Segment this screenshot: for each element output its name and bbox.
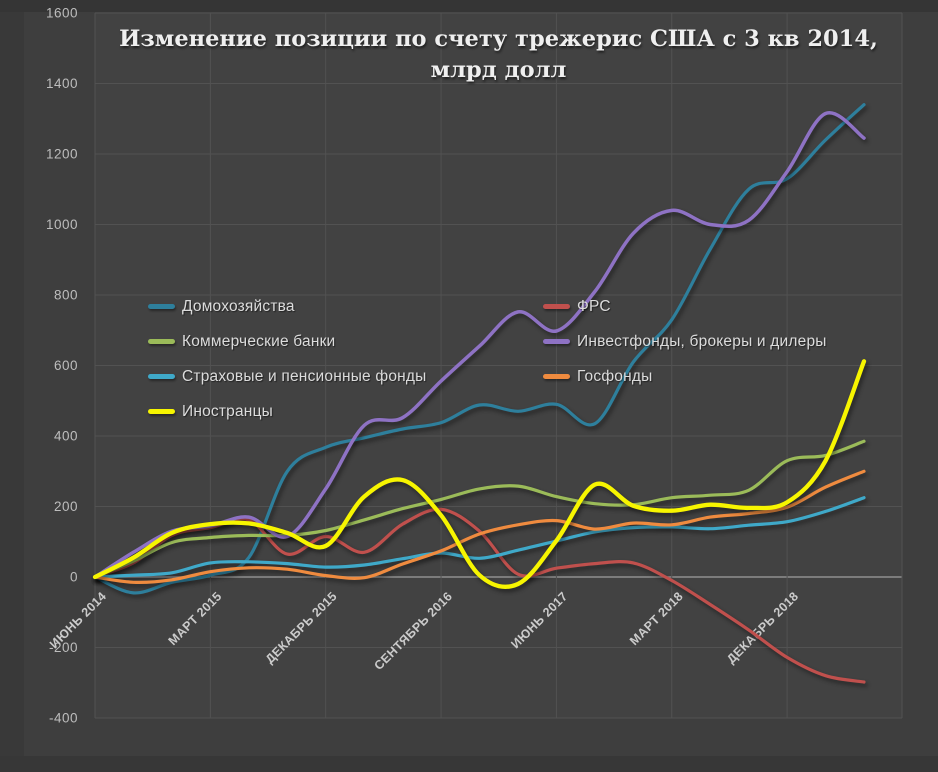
legend-item-commercial-banks[interactable]: Коммерческие банки <box>148 330 427 353</box>
legend-label-households: Домохозяйства <box>182 297 295 315</box>
window-bottom-edge <box>0 756 938 772</box>
series-line-0[interactable] <box>93 103 866 595</box>
y-axis-tick-label: -200 <box>49 640 78 655</box>
series-line-4[interactable] <box>93 496 866 579</box>
legend-item-foreigners[interactable]: Иностранцы <box>148 400 427 423</box>
legend-swatch-households <box>148 304 175 309</box>
legend-item-state-funds[interactable]: Госфонды <box>543 365 827 388</box>
window-top-edge <box>0 0 938 12</box>
legend-item-investment-funds-brokers-dealers[interactable]: Инвестфонды, брокеры и дилеры <box>543 330 827 353</box>
legend-label-commercial-banks: Коммерческие банки <box>182 332 336 350</box>
legend-swatch-foreigners <box>148 409 175 414</box>
legend-swatch-state-funds <box>543 374 570 379</box>
y-axis-tick-label: 400 <box>54 429 78 444</box>
y-axis-tick-label: 0 <box>70 570 78 585</box>
legend-column-left: Домохозяйства Коммерческие банки Страхов… <box>148 295 427 435</box>
chart-title-line-1: Изменение позиции по счету трежерис США … <box>119 26 878 52</box>
legend-swatch-fed <box>543 304 570 309</box>
y-axis-tick-label: 800 <box>54 288 78 303</box>
legend-swatch-insurance-pension-funds <box>148 374 175 379</box>
legend-label-insurance-pension-funds: Страховые и пенсионные фонды <box>182 367 427 385</box>
legend-swatch-commercial-banks <box>148 339 175 344</box>
y-axis-tick-label: 1200 <box>46 147 78 162</box>
series-line-6[interactable] <box>92 359 867 589</box>
legend-item-households[interactable]: Домохозяйства <box>148 295 427 318</box>
legend-label-foreigners: Иностранцы <box>182 402 273 420</box>
legend-column-right: ФРС Инвестфонды, брокеры и дилеры Госфон… <box>543 295 827 400</box>
legend-label-investment-funds: Инвестфонды, брокеры и дилеры <box>577 332 827 350</box>
y-axis-tick-label: 1000 <box>46 217 78 232</box>
y-axis-tick-label: -400 <box>49 711 78 726</box>
series-line-2[interactable] <box>93 439 866 579</box>
series-line-5[interactable] <box>93 469 866 585</box>
y-axis-tick-label: 600 <box>54 358 78 373</box>
chart-title: Изменение позиции по счету трежерис США … <box>95 24 902 86</box>
legend-label-fed: ФРС <box>577 297 611 315</box>
y-axis-tick-label: 1600 <box>46 6 78 21</box>
window-left-edge <box>0 0 24 772</box>
legend-swatch-investment-funds <box>543 339 570 344</box>
y-axis-tick-label: 1400 <box>46 76 78 91</box>
y-axis-tick-label: 200 <box>54 499 78 514</box>
chart-title-line-2: млрд долл <box>430 57 567 83</box>
legend-item-insurance-pension-funds[interactable]: Страховые и пенсионные фонды <box>148 365 427 388</box>
legend-item-fed[interactable]: ФРС <box>543 295 827 318</box>
legend-label-state-funds: Госфонды <box>577 367 653 385</box>
